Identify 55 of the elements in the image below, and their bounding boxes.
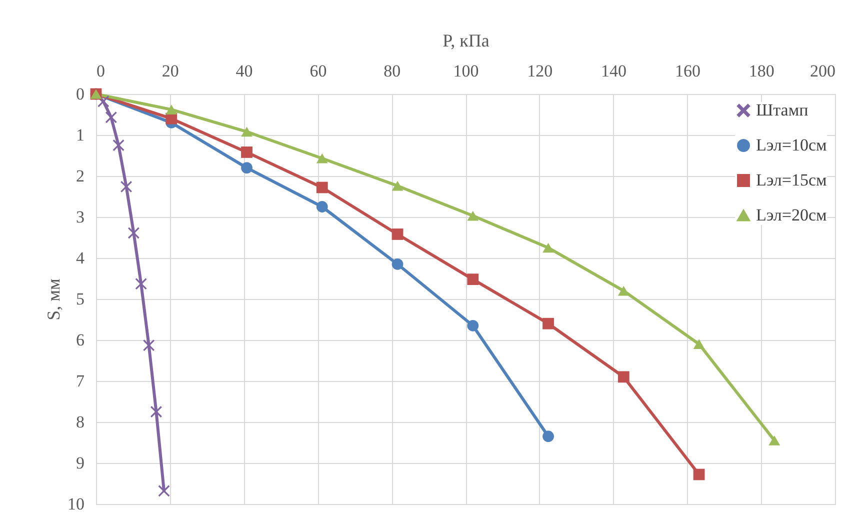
- point: [241, 126, 252, 137]
- y-tick-label: 7: [76, 372, 85, 390]
- point: [241, 162, 252, 174]
- x-tick-label: 20: [162, 62, 179, 80]
- point: [316, 201, 328, 212]
- x-tick-label: 180: [748, 62, 774, 80]
- y-tick-label: 3: [76, 208, 84, 226]
- x-tick-label: 0: [96, 62, 105, 80]
- x-tick-label: 120: [527, 62, 553, 80]
- point: [166, 104, 178, 115]
- x-tick-label: 60: [310, 62, 327, 80]
- y-tick-label: 4: [76, 248, 85, 268]
- point: [105, 112, 117, 124]
- x-tick-label: 200: [810, 62, 836, 80]
- point: [618, 286, 630, 296]
- point: [467, 274, 479, 286]
- x-tick-label: 40: [236, 62, 253, 80]
- y-axis-title: S, мм: [44, 278, 64, 320]
- point: [693, 468, 705, 480]
- y-tick-label: 10: [68, 494, 84, 514]
- point: [241, 146, 252, 158]
- point: [392, 228, 404, 240]
- point: [120, 180, 132, 192]
- point: [316, 182, 328, 194]
- point: [143, 340, 155, 352]
- point: [693, 339, 705, 350]
- point: [392, 180, 404, 191]
- point: [467, 210, 479, 221]
- point: [316, 153, 328, 164]
- point: [135, 278, 147, 290]
- x-tick-label: 80: [384, 62, 401, 80]
- point: [542, 318, 554, 330]
- y-tick-label: 0: [76, 84, 84, 104]
- legend-label: Lэл=15см: [756, 170, 827, 190]
- y-tick-label: 1: [76, 126, 84, 144]
- point: [618, 371, 630, 383]
- y-tick-label: 9: [76, 454, 84, 472]
- y-tick-label: 2: [76, 166, 84, 186]
- point: [392, 258, 404, 270]
- point: [158, 485, 170, 497]
- x-axis-title: P, кПа: [442, 30, 490, 50]
- x-tick-label: 160: [674, 62, 700, 80]
- x-tick-label: 140: [601, 62, 627, 80]
- legend-label: Lэл=10см: [756, 136, 827, 154]
- point: [467, 320, 479, 332]
- x-tick-label: 100: [453, 62, 479, 80]
- legend-label: Штамп: [756, 100, 808, 120]
- point: [542, 430, 554, 442]
- y-tick-label: 6: [76, 330, 84, 350]
- point: [150, 406, 162, 418]
- point: [542, 242, 554, 253]
- y-tick-label: 8: [76, 412, 84, 432]
- legend-label: Lэл=20см: [756, 206, 827, 224]
- point: [768, 436, 780, 446]
- y-tick-label: 5: [76, 290, 84, 308]
